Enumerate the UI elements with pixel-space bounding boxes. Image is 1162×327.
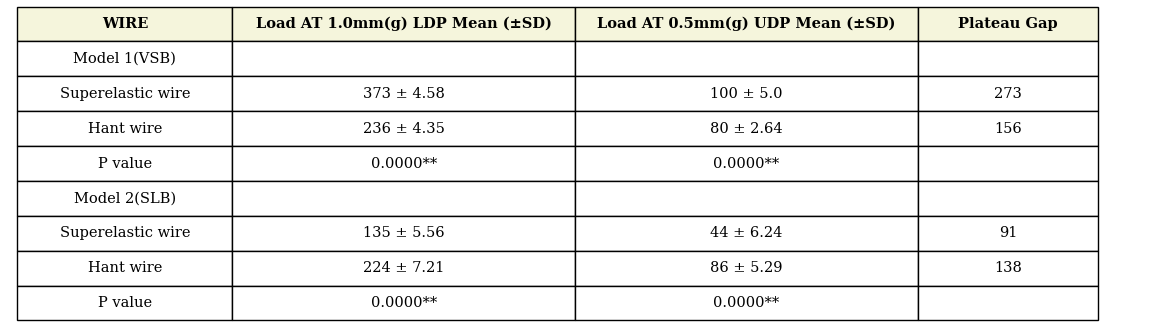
Text: Hant wire: Hant wire <box>87 122 163 136</box>
Bar <box>232 111 575 146</box>
Bar <box>575 251 918 285</box>
Text: 86 ± 5.29: 86 ± 5.29 <box>710 261 783 275</box>
Bar <box>17 76 232 111</box>
Text: P value: P value <box>98 157 152 170</box>
Bar <box>575 76 918 111</box>
Bar <box>17 111 232 146</box>
Bar <box>232 76 575 111</box>
Text: Hant wire: Hant wire <box>87 261 163 275</box>
Bar <box>918 251 1098 285</box>
Bar <box>575 285 918 320</box>
Text: Load AT 1.0mm(g) LDP Mean (±SD): Load AT 1.0mm(g) LDP Mean (±SD) <box>256 17 552 31</box>
Bar <box>918 285 1098 320</box>
Bar <box>17 285 232 320</box>
Bar <box>232 216 575 251</box>
Text: Model 1(VSB): Model 1(VSB) <box>73 52 177 66</box>
Text: 0.0000**: 0.0000** <box>713 296 780 310</box>
Bar <box>232 146 575 181</box>
Bar <box>918 76 1098 111</box>
Bar <box>575 146 918 181</box>
Text: 44 ± 6.24: 44 ± 6.24 <box>710 226 783 240</box>
Bar <box>918 111 1098 146</box>
Text: Load AT 0.5mm(g) UDP Mean (±SD): Load AT 0.5mm(g) UDP Mean (±SD) <box>597 17 896 31</box>
Text: 91: 91 <box>999 226 1017 240</box>
Bar <box>575 111 918 146</box>
Text: 138: 138 <box>995 261 1021 275</box>
Text: 156: 156 <box>995 122 1021 136</box>
Bar <box>17 42 232 76</box>
Text: 0.0000**: 0.0000** <box>371 157 437 170</box>
Text: Superelastic wire: Superelastic wire <box>59 87 191 101</box>
Bar <box>918 181 1098 216</box>
Bar <box>232 42 575 76</box>
Text: 224 ± 7.21: 224 ± 7.21 <box>363 261 445 275</box>
Text: WIRE: WIRE <box>102 17 148 31</box>
Text: 373 ± 4.58: 373 ± 4.58 <box>363 87 445 101</box>
Bar <box>918 146 1098 181</box>
Bar <box>575 216 918 251</box>
Bar <box>17 146 232 181</box>
Text: P value: P value <box>98 296 152 310</box>
Bar <box>575 42 918 76</box>
Bar <box>918 7 1098 42</box>
Text: 0.0000**: 0.0000** <box>371 296 437 310</box>
Bar <box>918 42 1098 76</box>
Bar <box>232 251 575 285</box>
Text: Superelastic wire: Superelastic wire <box>59 226 191 240</box>
Text: 236 ± 4.35: 236 ± 4.35 <box>363 122 445 136</box>
Bar <box>17 216 232 251</box>
Bar <box>17 181 232 216</box>
Text: 135 ± 5.56: 135 ± 5.56 <box>363 226 445 240</box>
Text: 273: 273 <box>995 87 1021 101</box>
Bar <box>575 181 918 216</box>
Bar <box>232 181 575 216</box>
Bar <box>232 7 575 42</box>
Text: Model 2(SLB): Model 2(SLB) <box>74 191 175 205</box>
Bar <box>17 7 232 42</box>
Text: 100 ± 5.0: 100 ± 5.0 <box>710 87 783 101</box>
Bar <box>17 251 232 285</box>
Bar <box>575 7 918 42</box>
Text: 80 ± 2.64: 80 ± 2.64 <box>710 122 783 136</box>
Text: Plateau Gap: Plateau Gap <box>959 17 1057 31</box>
Bar <box>232 285 575 320</box>
Bar <box>918 216 1098 251</box>
Text: 0.0000**: 0.0000** <box>713 157 780 170</box>
